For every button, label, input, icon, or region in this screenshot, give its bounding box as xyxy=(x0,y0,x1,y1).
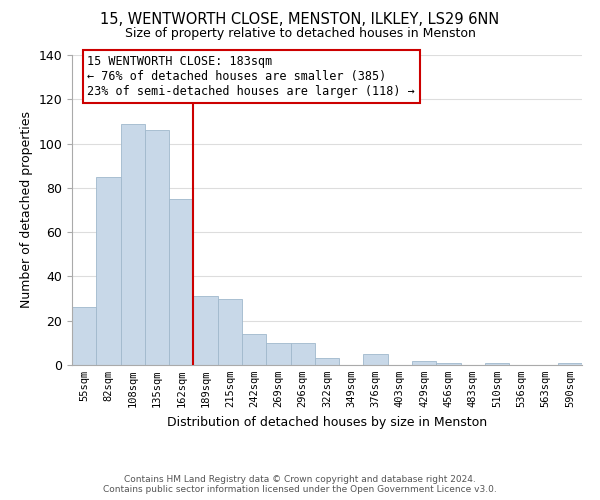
Text: 15 WENTWORTH CLOSE: 183sqm
← 76% of detached houses are smaller (385)
23% of sem: 15 WENTWORTH CLOSE: 183sqm ← 76% of deta… xyxy=(88,55,415,98)
Bar xyxy=(121,124,145,365)
Bar xyxy=(145,130,169,365)
Bar xyxy=(218,298,242,365)
Bar xyxy=(242,334,266,365)
Bar xyxy=(315,358,339,365)
Bar xyxy=(364,354,388,365)
Bar xyxy=(485,363,509,365)
Bar xyxy=(266,343,290,365)
Bar xyxy=(96,177,121,365)
Bar xyxy=(72,308,96,365)
Bar xyxy=(169,199,193,365)
X-axis label: Distribution of detached houses by size in Menston: Distribution of detached houses by size … xyxy=(167,416,487,428)
Y-axis label: Number of detached properties: Number of detached properties xyxy=(20,112,33,308)
Bar xyxy=(558,363,582,365)
Bar xyxy=(412,360,436,365)
Text: 15, WENTWORTH CLOSE, MENSTON, ILKLEY, LS29 6NN: 15, WENTWORTH CLOSE, MENSTON, ILKLEY, LS… xyxy=(100,12,500,28)
Bar xyxy=(193,296,218,365)
Text: Size of property relative to detached houses in Menston: Size of property relative to detached ho… xyxy=(125,28,475,40)
Bar xyxy=(436,363,461,365)
Text: Contains HM Land Registry data © Crown copyright and database right 2024.
Contai: Contains HM Land Registry data © Crown c… xyxy=(103,474,497,494)
Bar xyxy=(290,343,315,365)
